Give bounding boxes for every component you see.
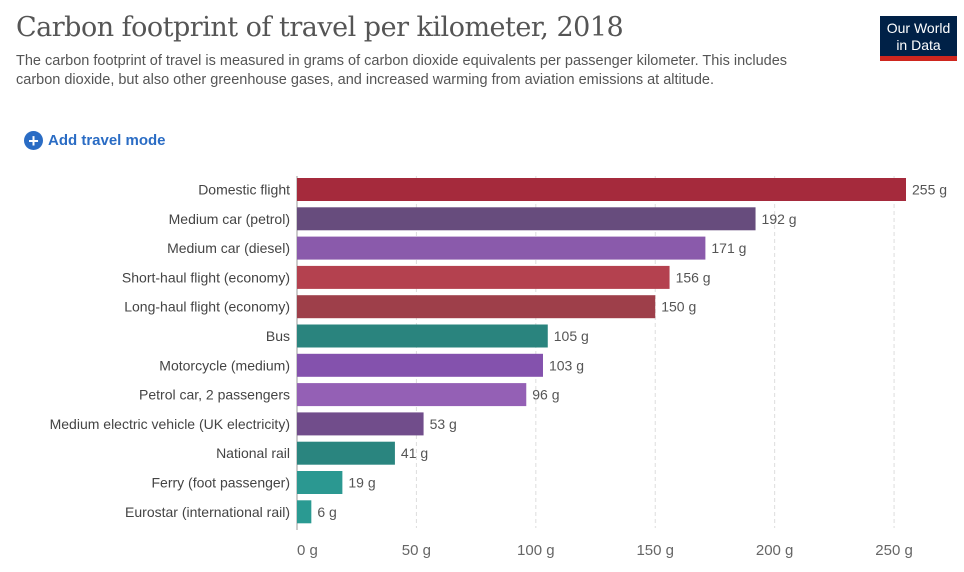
value-label: 192 g — [762, 211, 797, 227]
category-label: Medium car (petrol) — [169, 211, 290, 227]
category-label: Bus — [266, 328, 290, 344]
category-label: Motorcycle (medium) — [159, 357, 290, 373]
bar — [297, 500, 312, 524]
category-label: Short-haul flight (economy) — [122, 269, 290, 285]
category-label: Eurostar (international rail) — [125, 504, 290, 520]
value-label: 156 g — [676, 269, 711, 285]
value-label: 150 g — [661, 299, 696, 315]
category-label: National rail — [216, 445, 290, 461]
x-tick-label: 200 g — [756, 542, 794, 559]
bar — [297, 353, 543, 377]
x-tick-label: 250 g — [875, 542, 913, 559]
owid-logo[interactable]: Our World in Data — [880, 16, 957, 61]
value-label: 41 g — [401, 445, 428, 461]
value-label: 105 g — [554, 328, 589, 344]
bar — [297, 441, 395, 465]
bar — [297, 295, 656, 319]
category-label: Medium electric vehicle (UK electricity) — [50, 416, 290, 432]
value-label: 171 g — [711, 240, 746, 256]
x-tick-label: 100 g — [517, 542, 555, 559]
category-label: Long-haul flight (economy) — [124, 299, 290, 315]
bar — [297, 383, 527, 407]
value-label: 96 g — [532, 387, 559, 403]
add-travel-mode-label: Add travel mode — [48, 132, 166, 149]
chart-title: Carbon footprint of travel per kilometer… — [16, 12, 624, 43]
bar — [297, 324, 548, 348]
chart-subtitle: The carbon footprint of travel is measur… — [16, 53, 788, 88]
add-travel-mode-button[interactable]: + Add travel mode — [24, 131, 166, 150]
category-label: Petrol car, 2 passengers — [139, 387, 290, 403]
bar — [297, 265, 670, 289]
value-label: 103 g — [549, 357, 584, 373]
category-label: Ferry (foot passenger) — [152, 475, 291, 491]
logo-line-2: in Data — [896, 37, 941, 53]
x-tick-label: 150 g — [636, 542, 674, 559]
value-label: 6 g — [317, 504, 336, 520]
bar — [297, 178, 906, 201]
bar — [297, 236, 706, 260]
value-label: 19 g — [348, 475, 375, 491]
x-tick-label: 0 g — [297, 542, 318, 559]
x-tick-label: 50 g — [402, 542, 431, 559]
value-label: 255 g — [912, 182, 947, 198]
value-label: 53 g — [430, 416, 457, 432]
bar — [297, 207, 756, 231]
bar — [297, 412, 424, 436]
logo-line-1: Our World — [886, 20, 951, 36]
category-label: Domestic flight — [198, 182, 290, 198]
plus-circle-icon: + — [24, 131, 43, 150]
bar — [297, 471, 343, 494]
category-label: Medium car (diesel) — [167, 240, 290, 256]
